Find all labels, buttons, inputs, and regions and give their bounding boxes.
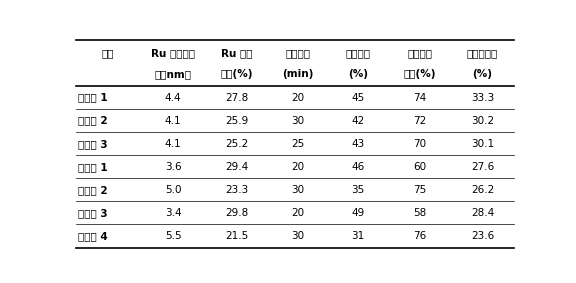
Text: 21.5: 21.5: [225, 231, 249, 241]
Text: 49: 49: [351, 208, 365, 218]
Text: 对比例 2: 对比例 2: [78, 185, 108, 195]
Text: 45: 45: [351, 93, 365, 102]
Text: 20: 20: [291, 93, 304, 102]
Text: 4.1: 4.1: [165, 139, 181, 149]
Text: 75: 75: [413, 185, 426, 195]
Text: 苯转化率: 苯转化率: [346, 48, 370, 58]
Text: Ru 的平均粒: Ru 的平均粒: [151, 48, 195, 58]
Text: 27.8: 27.8: [225, 93, 249, 102]
Text: 环己烯选: 环己烯选: [407, 48, 432, 58]
Text: 对比例 4: 对比例 4: [78, 231, 108, 241]
Text: 74: 74: [413, 93, 426, 102]
Text: 30: 30: [291, 116, 304, 126]
Text: 30.2: 30.2: [471, 116, 494, 126]
Text: 31: 31: [351, 231, 365, 241]
Text: 76: 76: [413, 231, 426, 241]
Text: 25: 25: [291, 139, 304, 149]
Text: 反应时间: 反应时间: [285, 48, 310, 58]
Text: 实施例 3: 实施例 3: [78, 139, 108, 149]
Text: 30: 30: [291, 185, 304, 195]
Text: 23.3: 23.3: [225, 185, 249, 195]
Text: 58: 58: [413, 208, 426, 218]
Text: 26.2: 26.2: [471, 185, 494, 195]
Text: 29.8: 29.8: [225, 208, 249, 218]
Text: 60: 60: [413, 162, 426, 172]
Text: 例子: 例子: [101, 48, 114, 58]
Text: 25.2: 25.2: [225, 139, 249, 149]
Text: 实施例 1: 实施例 1: [78, 93, 108, 102]
Text: 实施例 2: 实施例 2: [78, 116, 108, 126]
Text: 4.4: 4.4: [165, 93, 181, 102]
Text: (%): (%): [348, 69, 368, 79]
Text: 5.0: 5.0: [165, 185, 181, 195]
Text: 3.6: 3.6: [165, 162, 181, 172]
Text: 43: 43: [351, 139, 365, 149]
Text: 5.5: 5.5: [165, 231, 181, 241]
Text: 径（nm）: 径（nm）: [154, 69, 192, 79]
Text: 环己烯收率: 环己烯收率: [467, 48, 498, 58]
Text: 择性(%): 择性(%): [403, 69, 436, 79]
Text: 对比例 1: 对比例 1: [78, 162, 108, 172]
Text: 46: 46: [351, 162, 365, 172]
Text: 20: 20: [291, 162, 304, 172]
Text: 72: 72: [413, 116, 426, 126]
Text: 3.4: 3.4: [165, 208, 181, 218]
Text: 20: 20: [291, 208, 304, 218]
Text: 33.3: 33.3: [471, 93, 494, 102]
Text: 25.9: 25.9: [225, 116, 249, 126]
Text: (min): (min): [282, 69, 313, 79]
Text: 70: 70: [413, 139, 426, 149]
Text: 对比例 3: 对比例 3: [78, 208, 108, 218]
Text: (%): (%): [472, 69, 492, 79]
Text: 4.1: 4.1: [165, 116, 181, 126]
Text: 29.4: 29.4: [225, 162, 249, 172]
Text: 28.4: 28.4: [471, 208, 494, 218]
Text: 30.1: 30.1: [471, 139, 494, 149]
Text: 35: 35: [351, 185, 365, 195]
Text: 42: 42: [351, 116, 365, 126]
Text: Ru 的分: Ru 的分: [221, 48, 253, 58]
Text: 30: 30: [291, 231, 304, 241]
Text: 散度(%): 散度(%): [221, 69, 253, 79]
Text: 23.6: 23.6: [471, 231, 494, 241]
Text: 27.6: 27.6: [471, 162, 494, 172]
